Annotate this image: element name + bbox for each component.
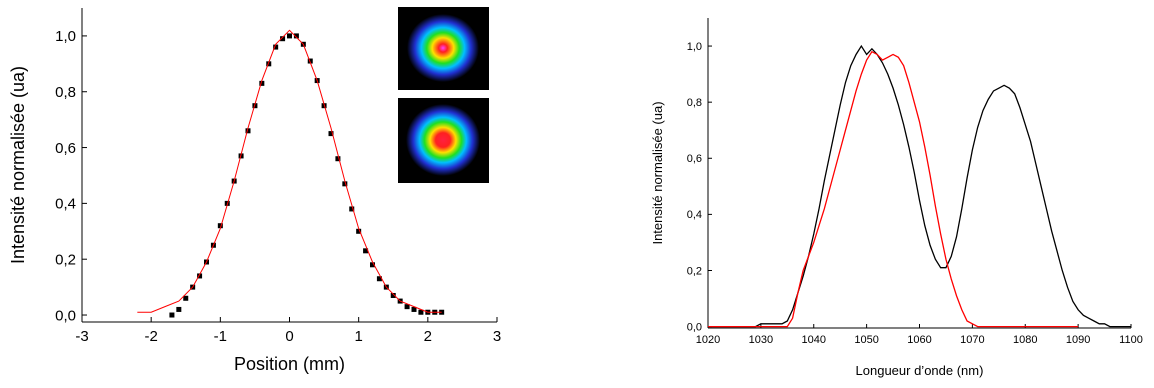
x-tick-label: 1070	[960, 334, 984, 346]
x-tick-label: -3	[75, 328, 88, 345]
beam-image	[398, 98, 489, 183]
data-point	[183, 295, 189, 301]
y-tick-label: 0,4	[687, 209, 702, 221]
y-tick-label: 0,0	[687, 321, 702, 333]
y-tick-label: 0,8	[687, 97, 702, 109]
x-tick-label: 1080	[1013, 334, 1037, 346]
series-line	[137, 29, 442, 313]
x-tick-label: 1050	[854, 334, 878, 346]
data-point	[197, 273, 203, 279]
y-tick-label: 1,0	[55, 28, 76, 45]
y-tick-label: 1,0	[687, 41, 702, 53]
data-point	[418, 309, 424, 315]
x-tick-label: 1030	[749, 334, 773, 346]
data-point	[169, 312, 175, 318]
data-point	[404, 304, 410, 310]
data-point	[293, 33, 299, 39]
x-tick-label: 1	[354, 328, 362, 345]
x-tick-label: 0	[285, 328, 293, 345]
y-tick-label: 0,6	[55, 140, 76, 157]
data-point	[342, 181, 348, 187]
x-tick-label: 1090	[1066, 334, 1090, 346]
beam-image	[398, 7, 489, 90]
data-point	[411, 306, 417, 312]
data-point	[349, 206, 355, 212]
data-point	[363, 248, 369, 254]
data-point	[328, 131, 334, 137]
data-point	[245, 128, 251, 134]
y-axis-label: Intensité normalisée (ua)	[8, 66, 28, 264]
data-point	[335, 156, 341, 162]
data-point	[376, 276, 382, 282]
series-line	[708, 50, 1079, 328]
x-tick-label: 1100	[1119, 334, 1143, 346]
y-tick-label: 0,4	[55, 196, 76, 213]
data-point	[370, 262, 375, 268]
series-line	[708, 44, 1131, 328]
data-point	[176, 306, 182, 312]
data-point	[356, 228, 362, 234]
data-point	[259, 80, 265, 86]
x-tick-label: 3	[493, 328, 501, 345]
y-tick-label: 0,2	[687, 265, 702, 277]
x-tick-label: 2	[424, 328, 432, 345]
x-axis-label: Longueur d’onde (nm)	[856, 363, 984, 378]
data-point	[280, 36, 286, 42]
data-point	[273, 44, 279, 50]
y-tick-label: 0,2	[55, 251, 76, 268]
data-point	[287, 33, 292, 39]
x-tick-label: 1040	[802, 334, 826, 346]
x-axis-label: Position (mm)	[234, 354, 345, 374]
y-tick-label: 0,8	[55, 84, 76, 101]
y-axis-label: Intensité normalisée (ua)	[650, 101, 665, 244]
x-tick-label: -1	[214, 328, 227, 345]
y-tick-label: 0,0	[55, 307, 76, 324]
x-tick-label: 1060	[907, 334, 931, 346]
x-tick-label: -2	[144, 328, 157, 345]
data-point	[390, 292, 396, 298]
x-tick-label: 1020	[696, 334, 720, 346]
data-point	[217, 223, 223, 229]
plot: 1020 1030 1040 1050 1060 1070 1080 1090 1100 0,0 0…	[650, 18, 1143, 378]
y-tick-label: 0,6	[687, 153, 702, 165]
plot: -3 -2 -1 0 1 2 3 0,0 0,2 0,4 0,6 0,8 1,0 Position (mm…	[8, 8, 501, 374]
